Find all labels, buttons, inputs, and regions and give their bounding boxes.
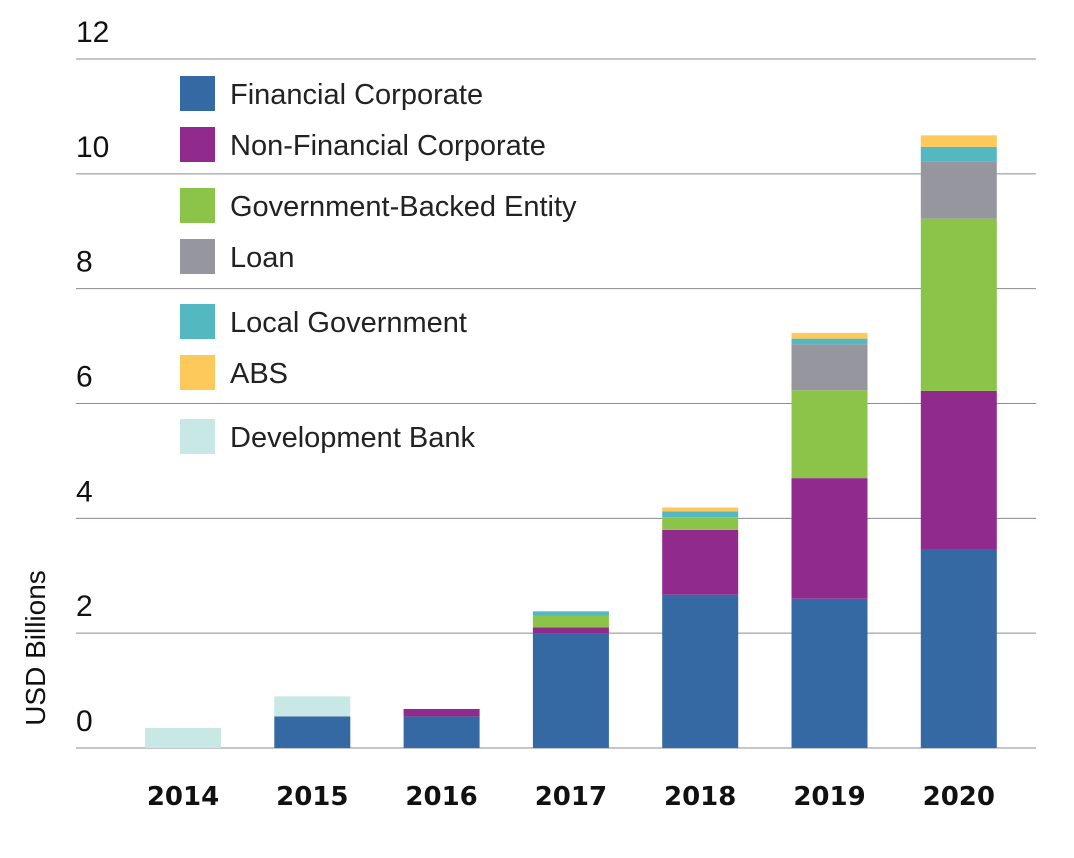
y-tick-label: 4 — [76, 475, 93, 508]
x-tick-label: 2014 — [147, 782, 219, 812]
legend-label: Loan — [230, 242, 295, 274]
bar-segment — [662, 529, 739, 595]
bar-segment — [532, 611, 609, 616]
bars — [145, 135, 997, 748]
legend-label: Financial Corporate — [230, 79, 483, 111]
bar-segment — [662, 507, 739, 512]
bar-segment — [791, 598, 868, 748]
y-axis-title: USD Billions — [20, 570, 51, 726]
y-tick-label: 10 — [76, 131, 109, 164]
bar-segment — [791, 390, 868, 479]
x-tick-label: 2020 — [923, 782, 995, 812]
legend-swatch — [180, 355, 215, 390]
legend-label: Non-Financial Corporate — [230, 130, 546, 162]
bar-segment — [662, 517, 739, 530]
x-tick-labels: 2014 2015 2016 2017 2018 2019 2020 — [147, 782, 995, 812]
bar-segment — [920, 135, 997, 147]
y-tick-label: 8 — [76, 246, 93, 279]
bar-segment — [145, 727, 221, 748]
x-tick-label: 2018 — [664, 782, 736, 812]
legend-swatch — [180, 304, 215, 339]
y-tick-labels: 0 2 4 6 8 10 12 — [76, 16, 109, 738]
bar-segment — [403, 708, 480, 717]
bar-segment — [403, 716, 480, 748]
bar-segment — [920, 218, 997, 391]
bar-segment — [662, 594, 739, 748]
bar-segment — [532, 633, 609, 748]
legend-label: Development Bank — [230, 422, 476, 454]
legend: Financial Corporate Non-Financial Corpora… — [180, 76, 577, 454]
y-tick-label: 12 — [76, 16, 109, 49]
y-tick-label: 6 — [76, 361, 93, 394]
bar-segment — [920, 146, 997, 162]
bar-segment — [920, 390, 997, 550]
x-tick-label: 2019 — [793, 782, 865, 812]
legend-swatch — [180, 127, 215, 162]
bar-segment — [791, 344, 868, 391]
legend-swatch — [180, 419, 215, 454]
legend-swatch — [180, 188, 215, 223]
x-tick-label: 2017 — [535, 782, 607, 812]
bar-segment — [662, 511, 739, 518]
legend-swatch — [180, 76, 215, 111]
bar-segment — [920, 161, 997, 219]
bar-segment — [920, 549, 997, 748]
legend-swatch — [180, 239, 215, 274]
y-tick-label: 2 — [76, 590, 93, 623]
legend-label: ABS — [230, 358, 288, 390]
gridlines — [76, 58, 1036, 749]
bar-segment — [791, 338, 868, 345]
bar-segment — [274, 696, 351, 717]
bar-segment — [532, 615, 609, 628]
legend-label: Local Government — [230, 307, 467, 339]
bar-segment — [791, 332, 868, 339]
x-tick-label: 2015 — [276, 782, 348, 812]
bar-segment — [532, 627, 609, 634]
bar-segment — [791, 478, 868, 599]
legend-label: Government-Backed Entity — [230, 191, 577, 223]
bar-segment — [274, 716, 351, 748]
x-tick-label: 2016 — [405, 782, 477, 812]
y-tick-label: 0 — [76, 705, 93, 738]
